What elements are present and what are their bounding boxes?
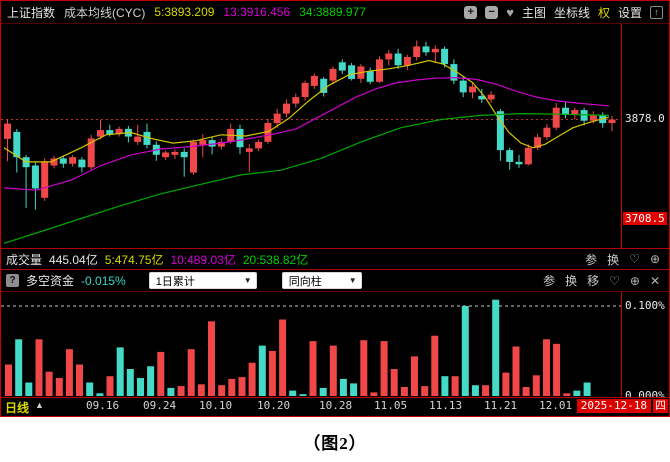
indicator-move-button[interactable]: 移 — [587, 274, 600, 288]
main-chart-panel[interactable]: 3878.0 3708.5 — [1, 24, 669, 248]
histogram-chart-svg[interactable] — [1, 292, 621, 397]
stock-app-window: 上证指数 成本均线(CYC) 5:3893.209 13:3916.456 34… — [0, 0, 670, 417]
price-axis: 3878.0 3708.5 — [621, 24, 669, 248]
help-icon[interactable]: ? — [6, 274, 19, 287]
price-axis-label: 3708.5 — [623, 212, 667, 225]
volume-magnifier-icon[interactable]: ⊕ — [649, 252, 660, 266]
indicator-switch-button[interactable]: 换 — [565, 274, 578, 288]
index-name: 上证指数 — [7, 5, 56, 20]
indicator-name: 成本均线(CYC) — [64, 5, 146, 20]
chevron-down-icon: ▼ — [243, 276, 252, 285]
title-toolbar: + − ♥ 主图 坐标线 权 设置 ↑ — [464, 4, 663, 21]
indicator-params-button[interactable]: 参 — [543, 274, 556, 288]
favorite-icon[interactable]: ♥ — [506, 4, 514, 20]
volume-ma20: 20:538.82亿 — [242, 252, 309, 267]
coordinate-line-menu[interactable]: 坐标线 — [553, 5, 590, 20]
weekday-badge: 四 — [653, 399, 668, 413]
indicator-header: ? 多空资金 -0.015% 1日累计 ▼ 同向柱 ▼ 参 换 移 ♡ ⊕ ✕ — [1, 270, 669, 292]
indicator-panel-name: 多空资金 — [26, 274, 75, 288]
date-tick: 10.20 — [257, 399, 291, 412]
percent-axis-top-label: 0.100% — [625, 299, 665, 312]
cyc34-value: 34:3889.977 — [299, 5, 366, 19]
period-accumulate-select[interactable]: 1日累计 ▼ — [148, 272, 257, 289]
percent-axis-bottom-label: 0.000% — [625, 389, 665, 398]
volume-name: 成交量 — [6, 252, 43, 267]
indicator-value: -0.015% — [81, 273, 126, 288]
period-arrow-icon[interactable]: ▲ — [35, 400, 44, 410]
date-tick: 11.13 — [429, 399, 463, 412]
volume-header: 成交量 445.04亿 5:474.75亿 10:489.03亿 20:538.… — [1, 248, 669, 270]
price-axis-label: 3878.0 — [625, 112, 665, 125]
date-tick: 10.28 — [319, 399, 353, 412]
volume-ma5: 5:474.75亿 — [104, 252, 164, 267]
close-icon[interactable]: ✕ — [649, 273, 660, 288]
indicator-magnifier-icon[interactable]: ⊕ — [629, 273, 640, 288]
indicator-favorite-icon[interactable]: ♡ — [609, 273, 620, 288]
period-accumulate-value: 1日累计 — [155, 275, 195, 288]
date-tick: 11.21 — [484, 399, 518, 412]
main-chart-menu[interactable]: 主图 — [521, 5, 546, 20]
date-tick: 09.24 — [143, 399, 177, 412]
cursor-date-badge: 2025-12-18 — [576, 399, 651, 413]
percent-axis: 0.100% 0.000% — [621, 292, 669, 397]
volume-toolbar: 参 换 ♡ ⊕ — [585, 251, 664, 268]
volume-current: 445.04亿 — [49, 252, 98, 267]
bar-style-value: 同向柱 — [288, 275, 322, 288]
title-bar: 上证指数 成本均线(CYC) 5:3893.209 13:3916.456 34… — [1, 1, 669, 24]
settings-menu[interactable]: 设置 — [617, 5, 642, 20]
candlestick-chart-svg[interactable] — [1, 24, 621, 248]
bar-style-select[interactable]: 同向柱 ▼ — [281, 272, 362, 289]
chevron-down-icon: ▼ — [348, 276, 357, 285]
zoom-in-button[interactable]: + — [464, 5, 478, 19]
cyc13-value: 13:3916.456 — [223, 5, 291, 19]
period-label[interactable]: 日线 — [5, 401, 30, 415]
volume-params-button[interactable]: 参 — [585, 252, 598, 267]
volume-favorite-icon[interactable]: ♡ — [629, 252, 640, 266]
date-tick: 09.16 — [86, 399, 120, 412]
date-tick: 12.01 — [539, 399, 573, 412]
zoom-out-button[interactable]: − — [485, 5, 499, 19]
expand-icon[interactable]: ↑ — [650, 5, 663, 19]
volume-ma10: 10:489.03亿 — [170, 252, 236, 267]
rights-adjust-menu[interactable]: 权 — [597, 5, 610, 20]
indicator-toolbar: 参 换 移 ♡ ⊕ ✕ — [543, 272, 664, 289]
volume-switch-button[interactable]: 换 — [607, 252, 620, 267]
date-axis: 日线 ▲ 09.16 09.24 10.10 10.20 10.28 11.05 11.13… — [1, 398, 669, 415]
figure-caption: （图2） — [303, 434, 367, 453]
date-tick: 11.05 — [374, 399, 408, 412]
indicator-chart-panel[interactable]: 0.100% 0.000% — [1, 292, 669, 398]
date-tick: 10.10 — [199, 399, 233, 412]
cyc5-value: 5:3893.209 — [154, 5, 215, 19]
